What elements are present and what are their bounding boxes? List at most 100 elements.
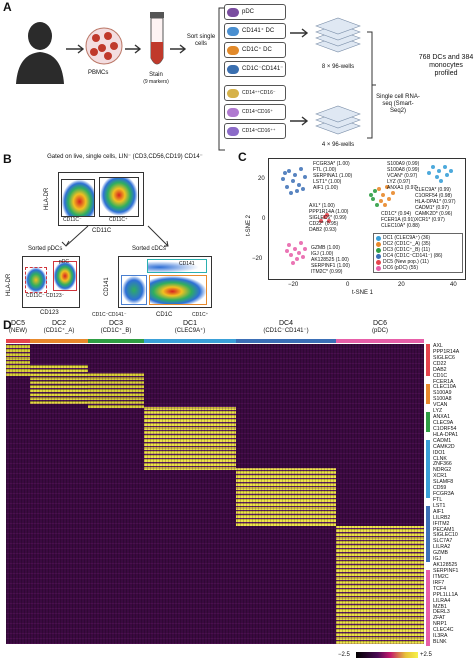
heat-texture [6, 344, 424, 644]
group-sub: (CLEC9A⁺) [174, 328, 206, 334]
annot-dc5: AXL* (1.00) PPP1R14A (1.00) SIGLEC6* (0.… [309, 203, 348, 233]
cell-icon [227, 7, 239, 17]
gene-label: ZNF366 [433, 461, 452, 468]
gene-label: PPP1R14A [433, 348, 460, 355]
annot-dc1: CLEC9A* (0.99) C1ORF54 (0.98) HLA-DPA1* … [415, 187, 455, 223]
person-icon [16, 22, 64, 84]
cell-type-label: CD1C⁺ DC [242, 46, 272, 53]
gene-label: IFITM2 [433, 520, 450, 527]
annot-line: AK128525 (1.00) [311, 257, 349, 263]
legend-item: DC5 (New pop.) (11) [376, 259, 460, 265]
cell-icon [227, 64, 239, 74]
heat-block-dc5 [6, 344, 30, 376]
cell-type-mono1: CD14⁺⁺CD16⁻ [224, 85, 286, 101]
legend-item: DC3 (CD1C⁺_B) (11) [376, 247, 460, 253]
legend-swatch [376, 235, 381, 241]
cell-type-label: pDC [242, 8, 255, 15]
cell-type-mono3: CD14⁺CD16⁺⁺ [224, 123, 286, 139]
expression-heatmap [6, 344, 424, 644]
annot-dc6: GZMB (1.00) IGJ (1.00) AK128525 (1.00) S… [311, 245, 350, 275]
plate2-label: 4 × 96-wells [321, 142, 355, 148]
gene-label: IRF7 [433, 579, 445, 586]
annot-line: DAB2 (0.93) [309, 227, 337, 233]
gene-label: CD22 [433, 360, 447, 367]
panel-a-letter: A [3, 0, 12, 14]
annot-line: ANXA1 (0.97) [387, 185, 418, 191]
arrow-icon [170, 44, 187, 54]
annot-line: CLEC10A* (0.88) [381, 223, 420, 229]
heat-block-dc4 [236, 468, 336, 526]
legend-label: DC4 (CD1C⁻CD141⁻) (86) [383, 253, 443, 259]
gene-label: S100A8 [433, 396, 452, 403]
cluster-dc6 [285, 241, 307, 265]
cd1c-plus-label: CD1C⁺ [192, 312, 209, 318]
panel-c-letter: C [238, 150, 247, 164]
legend-label: DC1 (CLEC9A⁺) (36) [383, 235, 431, 241]
legend-item: DC6 (pDC) (55) [376, 265, 460, 271]
tsne-xlabel: t-SNE 1 [352, 290, 374, 296]
sorted-cdc-title: Sorted cDCs [132, 246, 167, 252]
tsne-ytick: 20 [258, 176, 265, 182]
gate-label: CD141 [179, 261, 195, 267]
cell-type-label: CD1C⁻CD141⁻ [242, 65, 284, 72]
gene-label: ZFAT [433, 615, 446, 622]
group-name: DC5 [10, 320, 25, 327]
flow-plot-gate: CD11C⁻ CD11C⁺ [58, 172, 144, 226]
heat-block-dc3 [88, 372, 144, 408]
gene-group-bar [426, 344, 430, 646]
cd1c-axis-label: CD1C [156, 312, 173, 318]
gene-label: AK128525 [433, 562, 458, 569]
gene-label: LILRA4 [433, 597, 451, 604]
cell-type-label: CD141⁺ DC [242, 27, 275, 34]
bracket-icon [218, 7, 225, 151]
panel-d-letter: D [3, 318, 12, 332]
gene-label: GZMB [433, 550, 448, 557]
annot-dc2: S100A9 (0.99) S100A8 (0.99) VCAN* (0.97)… [387, 161, 419, 191]
group-dc4-header: DC4 (CD1C⁻CD141⁻) [236, 320, 336, 335]
annot-line: XCR1* (0.97) [415, 217, 445, 223]
annot-line: IGJ (1.00) [311, 251, 334, 257]
gene-label: ANXA1 [433, 414, 451, 421]
annot-line: PPP1R14A (1.00) [309, 209, 349, 215]
gate-dn [121, 275, 147, 305]
gene-label: XCR1 [433, 473, 447, 480]
annot-line: LYZ (0.97) [387, 179, 411, 185]
annot-line: GZMB (1.00) [311, 245, 340, 251]
tsne-ylabel: t-SNE 2 [246, 214, 252, 236]
tsne-xtick: 0 [346, 282, 350, 288]
legend-item: DC2 (CD1C⁺_A) (35) [376, 241, 460, 247]
group-dc6-header: DC6 (pDC) [336, 320, 424, 335]
arrow-icon [61, 225, 169, 247]
annot-line: FTL (1.00) [313, 167, 337, 173]
pbmc-dish-icon [85, 27, 123, 65]
hla-axis-label: HLA-DR [6, 273, 12, 296]
annot-line: CD1C* (0.94) [381, 211, 412, 217]
gene-label: LILRA2 [433, 544, 451, 551]
gene-label: CD1C [433, 372, 448, 379]
annot-line: CADM1* (0.97) [415, 205, 449, 211]
dn-label: CD1C⁻CD141⁻ [92, 312, 127, 318]
gate-cd11c-minus [61, 179, 95, 217]
result-label: 768 DCs and 384 monocytes profiled [418, 54, 474, 77]
group-name: DC1 [182, 320, 197, 327]
gene-label: CADM1 [433, 437, 452, 444]
gene-label: LST1 [433, 502, 446, 509]
gate-label: CD11C⁻ [63, 217, 82, 223]
legend-item: DC4 (CD1C⁻CD141⁻) (86) [376, 253, 460, 259]
cell-type-label: CD14⁺CD16⁺⁺ [242, 128, 276, 134]
legend-swatch [376, 259, 381, 265]
legend-label: DC3 (CD1C⁺_B) (11) [383, 247, 430, 253]
group-dc5-header: DC5 (NEW) [6, 320, 30, 335]
gate-label: CD11C⁻ CD123⁻ [26, 293, 65, 299]
gene-label: NDRG2 [433, 467, 452, 474]
annot-line: CLEC9A* (0.99) [415, 187, 451, 193]
gene-label: DAB2 [433, 366, 447, 373]
group-sub: (CD1C⁺_B) [100, 328, 132, 334]
group-name: DC6 [372, 320, 387, 327]
group-name: DC3 [108, 320, 123, 327]
cell-icon [227, 126, 239, 136]
sort-label: Sort single cells [186, 34, 216, 47]
flow-plot-cdc: CD141 [118, 256, 212, 308]
annot-dc3: CD1C* (0.94) FCER1A (0.91) CLEC10A* (0.8… [381, 211, 420, 229]
sorted-pdc-title: Sorted pDCs [28, 246, 63, 252]
